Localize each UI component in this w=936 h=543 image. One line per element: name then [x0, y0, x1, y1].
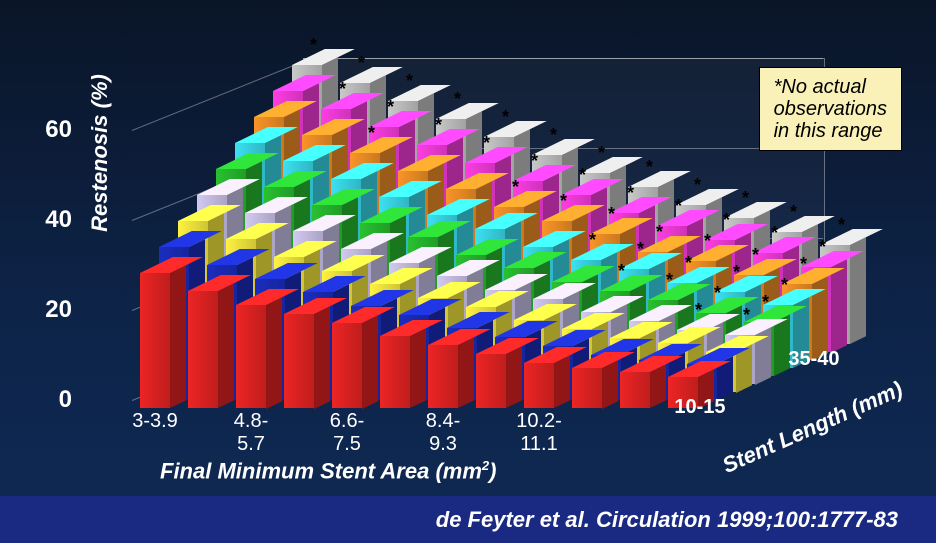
asterisk-marker: *: [675, 196, 682, 217]
note-box: *No actualobservationsin this range: [759, 67, 902, 151]
asterisk-marker: *: [310, 35, 317, 56]
asterisk-marker: *: [771, 223, 778, 244]
asterisk-marker: *: [656, 222, 663, 243]
asterisk-marker: *: [406, 71, 413, 92]
asterisk-marker: *: [531, 151, 538, 172]
asterisk-marker: *: [435, 115, 442, 136]
asterisk-marker: *: [733, 262, 740, 283]
bar: [620, 364, 666, 416]
asterisk-marker: *: [666, 270, 673, 291]
y-tick: 40: [20, 206, 72, 234]
asterisk-marker: *: [743, 305, 750, 326]
bar: [428, 337, 474, 416]
asterisk-marker: *: [790, 202, 797, 223]
bar: [236, 297, 282, 417]
x-tick: 3-3.9: [115, 410, 195, 433]
asterisk-marker: *: [368, 123, 375, 144]
asterisk-marker: *: [560, 191, 567, 212]
asterisk-marker: *: [637, 239, 644, 260]
asterisk-marker: *: [608, 204, 615, 225]
citation-footer: de Feyter et al. Circulation 1999;100:17…: [0, 496, 936, 543]
asterisk-marker: *: [550, 125, 557, 146]
x-tick: 8.4-9.3: [403, 410, 483, 456]
asterisk-marker: *: [838, 215, 845, 236]
asterisk-marker: *: [752, 245, 759, 266]
bar: [476, 346, 522, 416]
x-tick: 4.8-5.7: [211, 410, 291, 456]
x-tick: 6.6-7.5: [307, 410, 387, 456]
asterisk-marker: *: [819, 237, 826, 258]
x-axis-label: Final Minimum Stent Area (mm2): [160, 458, 496, 484]
asterisk-marker: *: [579, 165, 586, 186]
y-tick: 60: [20, 116, 72, 144]
z-tick: 10-15: [674, 396, 725, 419]
asterisk-marker: *: [781, 275, 788, 296]
bar: [188, 283, 234, 416]
asterisk-marker: *: [627, 183, 634, 204]
asterisk-marker: *: [762, 292, 769, 313]
asterisk-marker: *: [454, 89, 461, 110]
asterisk-marker: *: [358, 53, 365, 74]
x-tick: 10.2-11.1: [499, 410, 579, 456]
bar: [524, 355, 570, 416]
bar: [140, 265, 186, 416]
chart-plot: 0204060*********************************…: [90, 30, 870, 450]
asterisk-marker: *: [589, 230, 596, 251]
asterisk-marker: *: [598, 143, 605, 164]
asterisk-marker: *: [742, 188, 749, 209]
asterisk-marker: *: [339, 79, 346, 100]
asterisk-marker: *: [694, 175, 701, 196]
bar: [284, 306, 330, 417]
z-tick: 35-40: [788, 348, 839, 371]
asterisk-marker: *: [704, 231, 711, 252]
y-tick: 20: [20, 296, 72, 324]
asterisk-marker: *: [695, 300, 702, 321]
asterisk-marker: *: [800, 254, 807, 275]
asterisk-marker: *: [483, 133, 490, 154]
asterisk-marker: *: [618, 261, 625, 282]
asterisk-marker: *: [646, 157, 653, 178]
bar: [332, 315, 378, 417]
asterisk-marker: *: [714, 283, 721, 304]
asterisk-marker: *: [502, 107, 509, 128]
asterisk-marker: *: [387, 97, 394, 118]
y-tick: 0: [20, 386, 72, 414]
bar: [380, 328, 426, 416]
asterisk-marker: *: [685, 253, 692, 274]
bar: [572, 360, 618, 417]
note-text: No actualobservationsin this range: [774, 76, 887, 142]
asterisk-marker: *: [723, 210, 730, 231]
asterisk-marker: *: [512, 177, 519, 198]
y-axis-label: Restenosis (%): [87, 43, 113, 263]
